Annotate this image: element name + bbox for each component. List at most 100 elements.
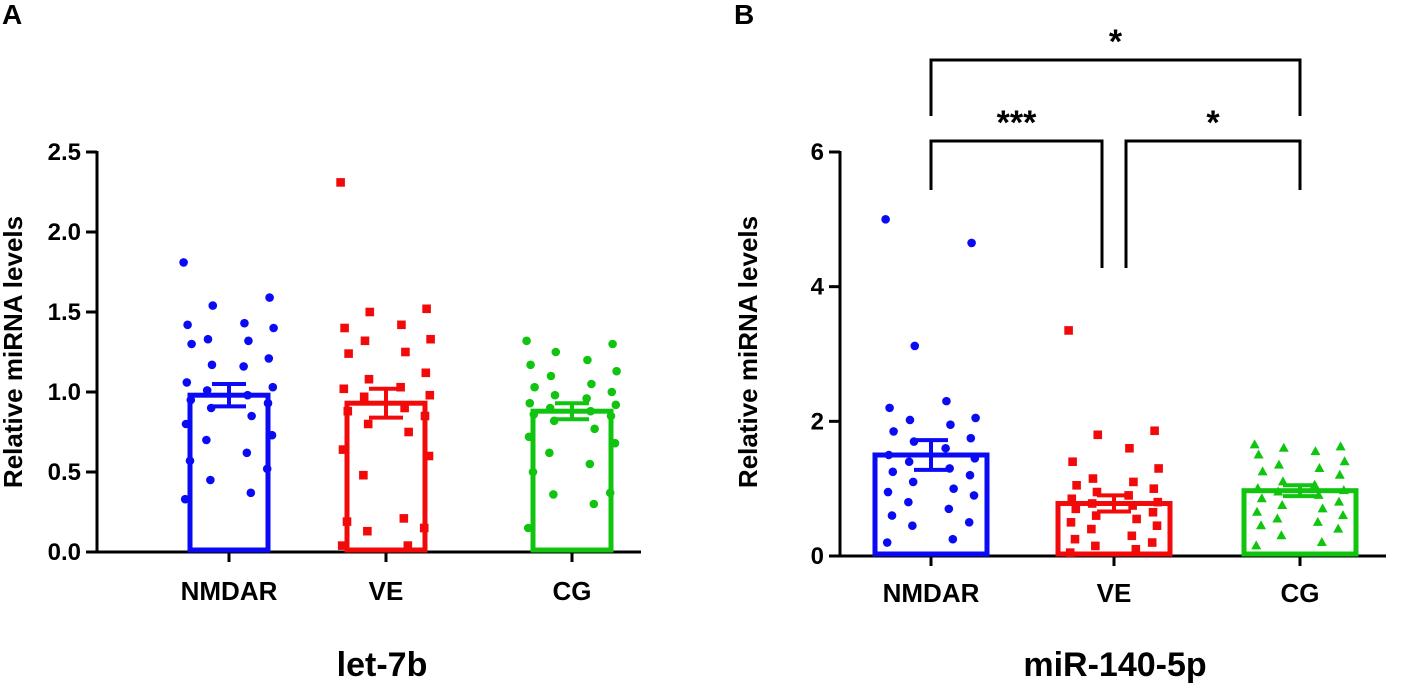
data-point — [1088, 474, 1098, 483]
data-point — [1252, 506, 1262, 516]
data-point — [1312, 516, 1323, 526]
data-point — [1314, 462, 1325, 472]
data-point — [243, 390, 252, 400]
data-point — [1277, 500, 1288, 509]
data-point — [1128, 501, 1137, 510]
data-point — [182, 378, 192, 387]
data-point — [360, 336, 370, 346]
data-point — [1131, 544, 1141, 554]
data-point — [1272, 513, 1283, 523]
data-point — [202, 435, 211, 445]
data-point — [425, 390, 435, 400]
data-point — [265, 293, 274, 302]
data-point — [546, 371, 556, 381]
data-point — [545, 448, 554, 458]
data-point — [529, 410, 539, 419]
data-point — [206, 475, 215, 485]
data-point — [589, 499, 599, 509]
data-point — [419, 523, 429, 533]
data-point — [1072, 481, 1081, 490]
data-point — [608, 339, 617, 349]
chart-title: miR-140-5p — [1023, 646, 1206, 684]
category-label: NMDAR — [883, 578, 980, 608]
data-point — [590, 424, 599, 434]
data-point — [524, 432, 534, 442]
data-point — [1067, 494, 1077, 504]
category-label: VE — [369, 576, 404, 606]
data-point — [525, 398, 535, 408]
data-point — [882, 538, 892, 547]
data-point — [969, 491, 979, 500]
y-tick-label: 0.5 — [48, 459, 81, 486]
panel-letter: B — [734, 0, 754, 30]
data-point — [949, 484, 958, 493]
data-point — [583, 355, 592, 365]
data-point — [1317, 503, 1328, 513]
category-label: CG — [553, 576, 592, 606]
data-point — [1339, 456, 1350, 466]
data-point — [337, 541, 347, 550]
data-point — [964, 518, 974, 527]
data-point — [181, 419, 191, 429]
data-point — [528, 467, 538, 477]
data-point — [207, 360, 217, 370]
data-point — [1273, 459, 1284, 469]
data-point — [1310, 446, 1321, 456]
bar-ve — [344, 400, 428, 553]
data-point — [606, 411, 616, 421]
data-point — [1068, 457, 1077, 467]
y-tick-label: 1.0 — [48, 379, 81, 406]
data-point — [240, 318, 249, 328]
significance-label: *** — [997, 104, 1037, 142]
data-point — [1148, 507, 1158, 517]
data-point — [187, 339, 196, 349]
data-point — [941, 443, 950, 453]
data-point — [904, 457, 914, 467]
data-point — [889, 427, 898, 436]
data-point — [183, 320, 192, 330]
data-point — [1132, 514, 1141, 524]
data-point — [905, 415, 915, 425]
data-point — [1257, 466, 1268, 476]
data-point — [262, 464, 272, 474]
data-point — [1252, 483, 1263, 493]
data-point — [551, 347, 561, 357]
data-point — [1093, 430, 1103, 440]
data-point — [1249, 439, 1260, 449]
data-point — [339, 384, 349, 394]
data-point — [944, 504, 954, 514]
data-point — [1276, 530, 1287, 540]
data-point — [1087, 524, 1096, 534]
data-point — [1334, 469, 1345, 479]
data-point — [336, 178, 345, 187]
category-label: NMDAR — [181, 576, 278, 606]
data-point — [1153, 497, 1163, 507]
data-point — [582, 394, 591, 403]
data-point — [401, 347, 410, 357]
data-point — [1129, 477, 1138, 487]
data-point — [403, 541, 413, 550]
data-point — [359, 470, 368, 480]
data-point — [1149, 484, 1159, 493]
data-point — [1253, 449, 1264, 459]
data-point — [180, 494, 190, 504]
data-point — [338, 445, 348, 454]
data-point — [545, 403, 555, 413]
data-point — [1071, 504, 1081, 514]
data-point — [1125, 443, 1134, 453]
chart-title: let-7b — [337, 646, 428, 684]
data-point — [1147, 538, 1157, 547]
data-point — [1277, 476, 1288, 486]
category-label: CG — [1281, 578, 1320, 608]
data-point — [268, 382, 278, 392]
data-point — [585, 459, 595, 469]
data-point — [523, 523, 533, 533]
data-point — [1256, 493, 1267, 503]
data-point — [946, 420, 955, 430]
data-point — [605, 488, 615, 498]
data-point — [239, 362, 248, 371]
data-point — [885, 403, 894, 413]
y-tick-label: 2.5 — [48, 139, 81, 166]
data-point — [343, 406, 353, 416]
category-label: VE — [1097, 578, 1132, 608]
